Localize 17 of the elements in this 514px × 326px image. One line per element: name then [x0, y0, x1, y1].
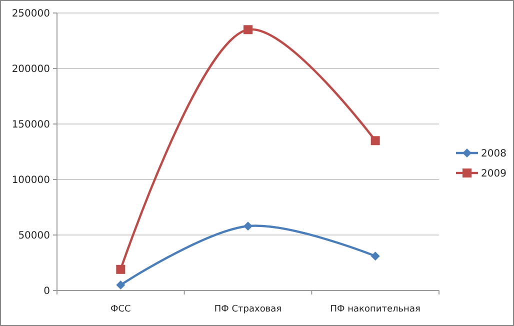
- point: [116, 264, 126, 274]
- point: [370, 136, 380, 146]
- point: [244, 25, 252, 34]
- y-tick-label: 50000: [18, 230, 50, 242]
- y-tick-label: 250000: [12, 8, 50, 20]
- point: [370, 252, 380, 261]
- x-tick-label: ФСС: [110, 304, 131, 314]
- y-tick-label: 100000: [12, 175, 50, 186]
- x-tick-label: ПФ накопительная: [330, 304, 420, 314]
- legend-label: 2009: [481, 168, 506, 180]
- legend-label: 2008: [481, 148, 506, 160]
- y-tick-label: 150000: [12, 120, 50, 130]
- point: [244, 222, 252, 231]
- y-tick-label: 200000: [12, 64, 50, 75]
- point: [116, 280, 126, 290]
- y-tick-label: 0: [44, 286, 50, 297]
- x-tick-label: ПФ Страховая: [214, 304, 282, 314]
